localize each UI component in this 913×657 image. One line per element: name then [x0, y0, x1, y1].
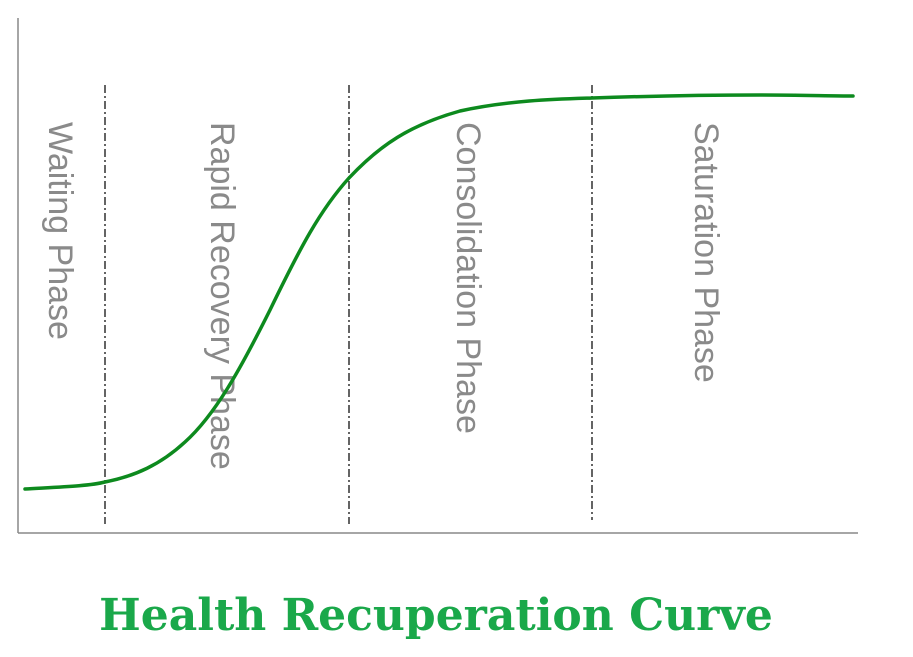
- diagram-title: Health Recuperation Curve: [99, 590, 773, 641]
- phase-label: Waiting Phase: [41, 122, 79, 340]
- phase-label: Consolidation Phase: [449, 122, 487, 434]
- phase-label: Saturation Phase: [687, 122, 725, 383]
- recovery-curve: [23, 93, 855, 491]
- phase-label: Rapid Recovery Phase: [203, 122, 241, 470]
